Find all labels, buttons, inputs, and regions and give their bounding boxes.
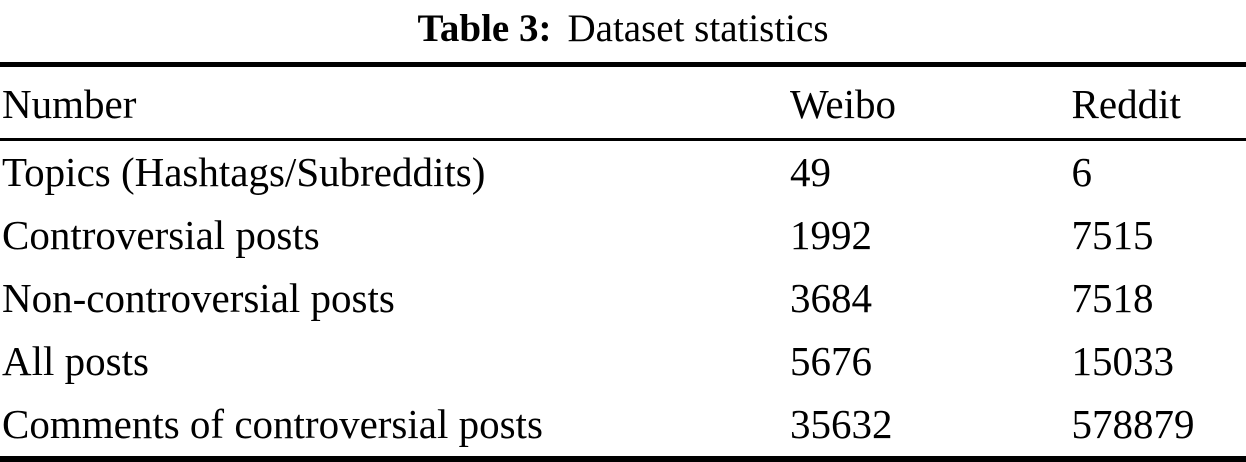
row-label-cell: All posts xyxy=(2,338,149,384)
reddit-value-cell: 578879 xyxy=(1071,401,1195,447)
column-header-reddit: Reddit xyxy=(1071,64,1246,141)
row-label-cell: Comments of controversial posts xyxy=(2,401,543,447)
weibo-value-cell: 35632 xyxy=(789,401,893,447)
table-row: All posts 5676 15033 xyxy=(0,330,1246,393)
table-row: Controversial posts 1992 7515 xyxy=(0,204,1246,267)
weibo-value-cell: 49 xyxy=(789,149,831,195)
row-label-cell: Non-controversial posts xyxy=(2,275,395,321)
table-row: Non-controversial posts 3684 7518 xyxy=(0,267,1246,330)
weibo-value-cell: 5676 xyxy=(789,338,872,384)
dataset-statistics-table: Number Weibo Reddit Topics (Hashtags/Sub… xyxy=(0,62,1246,462)
reddit-value-cell: 7518 xyxy=(1071,275,1154,321)
table-caption-label: Table 3: xyxy=(417,7,552,50)
reddit-value-cell: 15033 xyxy=(1071,338,1175,384)
table-row: Topics (Hashtags/Subreddits) 49 6 xyxy=(0,140,1246,205)
row-label-cell: Controversial posts xyxy=(2,212,320,258)
row-label-cell: Topics (Hashtags/Subreddits) xyxy=(2,149,486,195)
reddit-value-cell: 7515 xyxy=(1071,212,1154,258)
reddit-value-cell: 6 xyxy=(1071,149,1093,195)
weibo-value-cell: 1992 xyxy=(789,212,872,258)
header-row: Number Weibo Reddit xyxy=(0,64,1246,141)
column-header-number: Number xyxy=(0,64,790,141)
table-row: Comments of controversial posts 35632 57… xyxy=(0,393,1246,459)
table-body: Topics (Hashtags/Subreddits) 49 6 Contro… xyxy=(0,140,1246,460)
column-header-weibo: Weibo xyxy=(789,64,1072,141)
table-caption: Table 3: Dataset statistics xyxy=(0,0,1246,53)
table-header: Number Weibo Reddit xyxy=(0,64,1246,141)
table-caption-text: Dataset statistics xyxy=(567,7,829,50)
weibo-value-cell: 3684 xyxy=(789,275,872,321)
